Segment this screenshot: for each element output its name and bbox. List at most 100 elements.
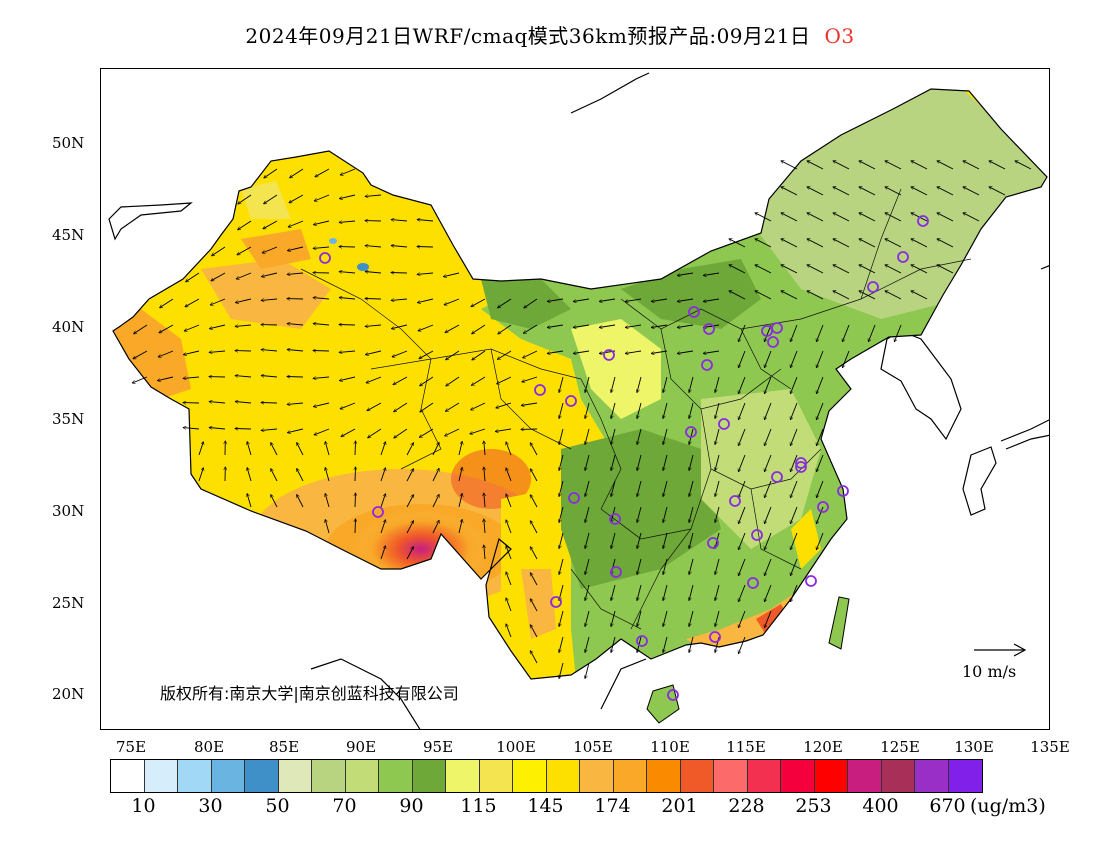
colorbar-label: 174 xyxy=(594,795,631,817)
wind-vector xyxy=(355,467,356,482)
wind-vector xyxy=(663,584,668,601)
colorbar-swatch xyxy=(245,760,279,792)
wind-vector xyxy=(530,625,538,638)
wind-vector xyxy=(859,187,876,196)
wind-vector xyxy=(420,376,434,386)
wind-vector xyxy=(790,454,798,472)
wind-vector xyxy=(325,494,330,508)
wind-vector xyxy=(432,442,439,456)
wind-vector xyxy=(816,506,824,524)
wind-vector xyxy=(937,239,954,248)
wind-vector xyxy=(585,584,590,601)
wind-vector xyxy=(764,376,772,394)
wind-vector xyxy=(261,272,278,277)
wind-vector xyxy=(392,350,408,357)
wind-vector xyxy=(807,239,824,248)
colorbar-swatch xyxy=(412,760,446,792)
wind-vector xyxy=(637,480,642,497)
wind-vector xyxy=(355,493,356,508)
wind-vector xyxy=(703,350,720,354)
wind-vector xyxy=(445,428,460,436)
wind-vector xyxy=(989,161,1006,170)
wind-vector xyxy=(611,584,616,601)
wind-vector xyxy=(689,584,694,601)
wind-vector xyxy=(738,636,746,654)
wind-vector xyxy=(271,469,278,482)
wind-vector xyxy=(663,532,668,549)
wind-vector xyxy=(313,247,330,248)
wind-vector xyxy=(183,428,200,429)
wind-vector xyxy=(989,187,1006,196)
station-marker xyxy=(917,215,929,227)
wind-vector xyxy=(816,350,824,368)
wind-vector xyxy=(689,610,694,627)
station-marker xyxy=(718,418,730,430)
wind-vector xyxy=(963,213,980,222)
wind-vector xyxy=(247,442,252,456)
wind-vector xyxy=(547,298,564,302)
wind-vector xyxy=(611,402,616,419)
reference-arrow-icon xyxy=(974,643,1027,657)
colorbar-swatch xyxy=(613,760,647,792)
wind-vector xyxy=(237,246,252,255)
lat-tick: 40N xyxy=(52,318,85,336)
wind-vector xyxy=(506,468,512,482)
wind-vector xyxy=(339,351,356,352)
wind-vector xyxy=(764,532,772,550)
wind-vector xyxy=(287,273,304,274)
wind-vector xyxy=(911,187,928,196)
lon-tick: 80E xyxy=(193,738,225,756)
wind-vector xyxy=(868,324,876,342)
wind-vector xyxy=(781,265,798,274)
wind-vector xyxy=(325,520,330,534)
station-marker xyxy=(568,492,580,504)
wind-vector xyxy=(689,558,694,575)
wind-vector xyxy=(559,636,564,653)
station-marker xyxy=(867,281,879,293)
wind-vector xyxy=(365,350,382,355)
wind-vector xyxy=(471,402,486,410)
wind-vector xyxy=(498,298,512,308)
wind-vector xyxy=(417,273,434,274)
wind-vector xyxy=(663,636,668,653)
colorbar-swatch xyxy=(111,760,145,792)
wind-vector xyxy=(816,324,824,342)
coastlines xyxy=(108,72,1049,729)
wind-vector xyxy=(484,493,485,508)
wind-vector xyxy=(523,324,538,333)
ozone-concentration-map[interactable] xyxy=(100,68,1050,730)
colorbar-label: 253 xyxy=(795,795,832,817)
wind-vector xyxy=(365,272,382,274)
lat-tick: 25N xyxy=(52,594,85,612)
wind-vector xyxy=(663,558,668,575)
colorbar-swatch xyxy=(144,760,178,792)
wind-vector xyxy=(530,651,538,664)
wind-vector xyxy=(764,506,772,524)
wind-vector xyxy=(211,272,226,281)
colorbar-swatch xyxy=(178,760,212,792)
wind-vector xyxy=(738,506,746,524)
wind-vector xyxy=(183,350,200,355)
wind-vector xyxy=(651,350,668,354)
wind-vector xyxy=(471,298,486,307)
wind-vector xyxy=(790,506,798,524)
wind-vector xyxy=(729,265,746,274)
wind-vector xyxy=(637,558,642,575)
wind-vector xyxy=(472,350,486,360)
wind-vector xyxy=(484,519,485,534)
wind-vector xyxy=(611,480,616,497)
wind-vector xyxy=(314,194,330,201)
wind-vector xyxy=(339,376,356,381)
wind-vector xyxy=(764,480,772,498)
wind-vector xyxy=(391,273,408,274)
wind-vector xyxy=(637,376,642,393)
colorbar-swatch xyxy=(546,760,580,792)
wind-vector xyxy=(764,558,772,576)
wind-vector xyxy=(937,187,954,196)
wind-vector xyxy=(885,213,902,222)
colorbar-swatch xyxy=(479,760,513,792)
wind-vector xyxy=(419,350,434,359)
wind-vector xyxy=(339,272,356,273)
colorbar-swatch xyxy=(915,760,949,792)
wind-vector xyxy=(498,324,512,334)
